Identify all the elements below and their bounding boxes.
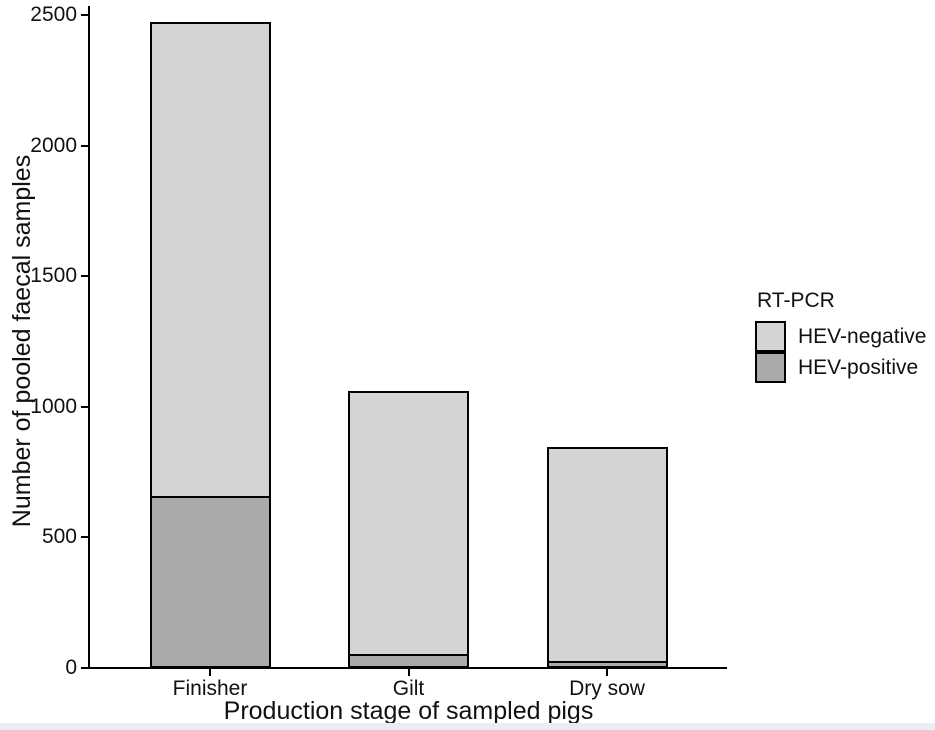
x-tick-mark: [407, 669, 410, 676]
legend-swatch-hev-negative: [755, 321, 786, 352]
x-axis-title: Production stage of sampled pigs: [223, 697, 594, 725]
y-tick-mark: [81, 536, 88, 539]
y-tick-mark: [81, 275, 88, 278]
legend-title: RT-PCR: [757, 289, 835, 312]
screenshot-bottom-border: [0, 723, 935, 730]
y-tick-label: 1500: [30, 264, 77, 288]
x-tick-mark: [606, 669, 608, 676]
y-axis-line: [88, 6, 90, 669]
legend-label: HEV-positive: [798, 355, 919, 379]
y-tick-mark: [81, 144, 88, 147]
y-tick-label: 2500: [30, 3, 77, 26]
x-tick-label: Finisher: [172, 677, 248, 700]
x-axis-line: [88, 667, 727, 669]
legend: RT-PCR HEV-negative HEV-positive: [755, 289, 933, 383]
x-tick-label: Gilt: [392, 677, 425, 700]
bar-segment-hev-positive: [350, 654, 467, 666]
bar-gilt: [348, 391, 469, 668]
y-tick-mark: [81, 14, 88, 16]
x-tick-label: Dry sow: [569, 677, 645, 700]
y-tick-label: 500: [41, 525, 77, 549]
y-tick-label: 2000: [30, 133, 77, 157]
bar-segment-hev-positive: [548, 660, 666, 666]
bar-finisher: [149, 21, 271, 668]
x-tick-mark: [209, 669, 211, 676]
y-tick-label: 1000: [30, 394, 77, 418]
y-tick-label: 0: [65, 656, 77, 679]
bar-dry-sow: [546, 447, 668, 668]
legend-swatch-hev-positive: [755, 352, 786, 383]
legend-label: HEV-negative: [798, 324, 927, 348]
legend-items: HEV-negative HEV-positive: [755, 321, 933, 383]
y-axis-title: Number of pooled faecal samples: [8, 154, 36, 528]
legend-item-hev-negative: HEV-negative: [755, 321, 933, 352]
y-tick-mark: [81, 667, 88, 669]
legend-item-hev-positive: HEV-positive: [755, 352, 933, 383]
y-tick-mark: [81, 405, 88, 408]
bar-segment-hev-positive: [151, 496, 269, 666]
